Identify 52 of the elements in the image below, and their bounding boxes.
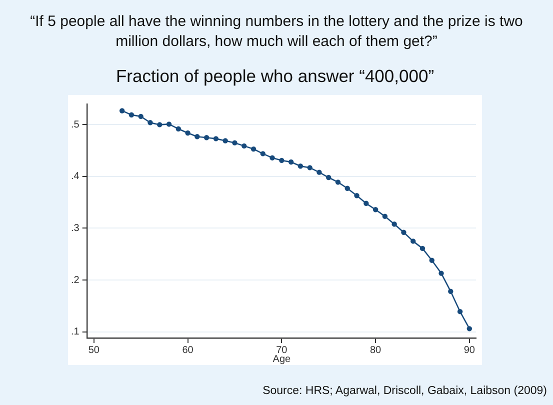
x-tick-label: 60: [182, 344, 194, 356]
point: [204, 135, 210, 140]
point: [194, 134, 200, 140]
point: [354, 193, 360, 198]
point: [138, 114, 144, 120]
y-tick-label: .3: [70, 223, 80, 234]
chart-title: “If 5 people all have the winning numbers in the lottery and the prize is two million dollars, how much will each of them get?”: [29, 12, 524, 52]
point: [429, 258, 434, 263]
x-axis-title: Age: [272, 354, 292, 365]
point: [372, 207, 378, 212]
point: [279, 158, 284, 164]
chart-subtitle: Fraction of people who answer “400,000”: [114, 66, 436, 87]
point: [420, 246, 426, 252]
point: [148, 120, 153, 126]
point: [270, 155, 275, 160]
point: [185, 130, 190, 136]
point: [298, 164, 304, 169]
y-tick-label: .1: [70, 326, 80, 338]
point: [260, 151, 266, 156]
point: [307, 165, 312, 170]
point: [438, 270, 444, 276]
x-tick-label: 80: [370, 344, 382, 356]
point: [382, 214, 388, 219]
point: [250, 146, 256, 152]
point: [392, 222, 397, 227]
point: [176, 126, 182, 132]
point: [157, 122, 162, 128]
point: [242, 143, 247, 149]
x-tick-label: 70: [276, 344, 288, 356]
point: [222, 138, 228, 144]
point: [457, 309, 463, 314]
point: [466, 326, 472, 332]
point: [401, 230, 406, 235]
y-tick-label: .4: [70, 171, 80, 182]
source-note: Source: HRS; Agarwal, Driscoll, Gabaix, Laibson (2009): [262, 385, 547, 397]
y-tick-label: .5: [70, 119, 80, 130]
point: [316, 170, 322, 175]
point: [213, 136, 219, 142]
point: [364, 200, 369, 206]
point: [288, 159, 294, 165]
y-tick-label: .2: [70, 274, 80, 286]
point: [344, 186, 350, 191]
point: [232, 140, 238, 146]
point: [326, 174, 332, 180]
point: [128, 112, 134, 118]
point: [166, 122, 172, 127]
point: [119, 108, 125, 114]
point: [448, 288, 454, 294]
point: [410, 238, 416, 244]
point: [335, 180, 341, 185]
x-tick-label: 90: [464, 344, 476, 356]
x-tick-label: 50: [88, 344, 100, 356]
